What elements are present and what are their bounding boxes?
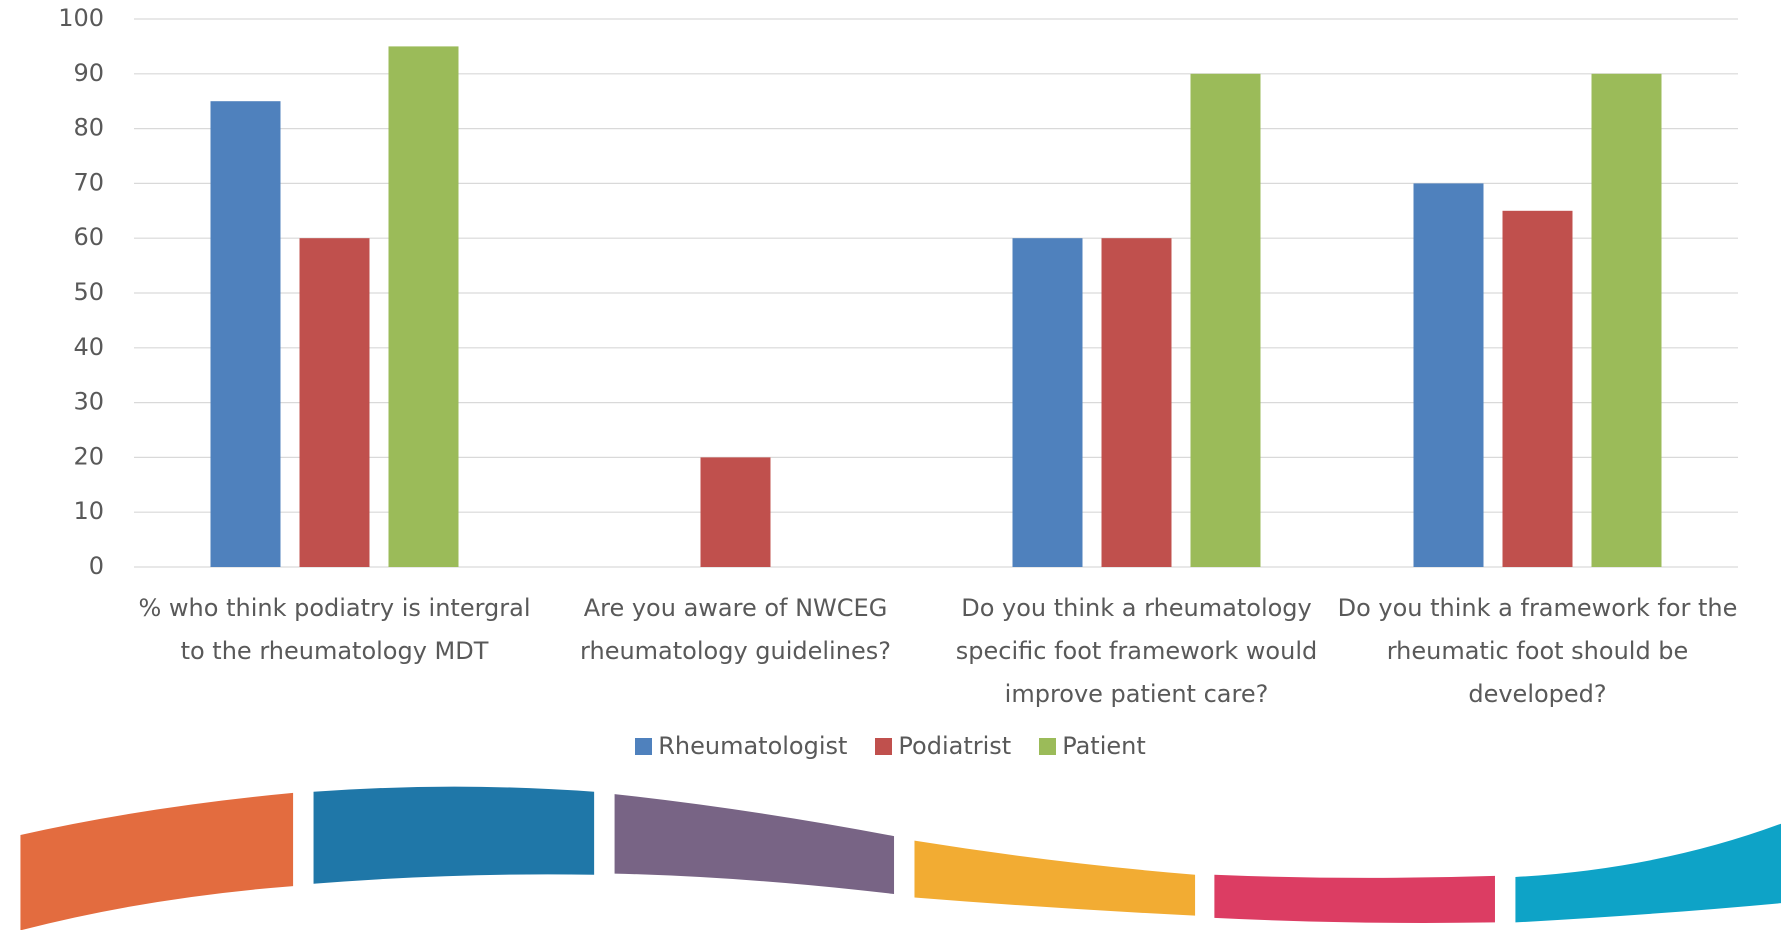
y-tick-label: 70	[73, 168, 104, 196]
decorative-ribbons	[20, 787, 1781, 930]
legend-swatch	[875, 738, 892, 755]
legend-swatch	[1039, 738, 1056, 755]
bar	[300, 238, 370, 567]
legend-label: Rheumatologist	[658, 732, 847, 760]
x-tick-label: Do you think a framework for the rheumat…	[1338, 587, 1738, 716]
y-tick-label: 50	[73, 278, 104, 306]
bar	[1503, 211, 1573, 567]
bar	[1191, 74, 1261, 567]
legend-item: Patient	[1039, 732, 1146, 760]
legend-label: Patient	[1062, 732, 1146, 760]
legend-item: Rheumatologist	[635, 732, 847, 760]
ribbon	[1515, 824, 1781, 923]
x-tick-label: Do you think a rheumatology specific foo…	[937, 587, 1337, 716]
x-tick-label: % who think podiatry is intergral to the…	[135, 587, 535, 673]
y-tick-label: 40	[73, 333, 104, 361]
y-tick-label: 0	[89, 552, 104, 580]
bar	[1414, 183, 1484, 567]
y-tick-label: 20	[73, 442, 104, 470]
legend-item: Podiatrist	[875, 732, 1011, 760]
bar	[211, 101, 281, 567]
y-tick-label: 10	[73, 497, 104, 525]
ribbon	[914, 841, 1195, 916]
x-tick-label: Are you aware of NWCEG rheumatology guid…	[536, 587, 936, 673]
ribbon	[1214, 875, 1495, 923]
bar	[389, 46, 459, 567]
chart: 0 10 20 30 40 50 60 70 80 90 100	[0, 0, 1781, 930]
y-tick-label: 80	[73, 114, 104, 142]
ribbon	[314, 787, 595, 884]
legend-swatch	[635, 738, 652, 755]
y-tick-label: 90	[73, 59, 104, 87]
y-tick-label: 100	[58, 4, 104, 32]
bar	[1013, 238, 1083, 567]
legend-label: Podiatrist	[898, 732, 1011, 760]
bar	[1592, 74, 1662, 567]
y-tick-label: 30	[73, 388, 104, 416]
bar	[1102, 238, 1172, 567]
y-tick-label: 60	[73, 223, 104, 251]
bar	[701, 457, 771, 567]
ribbon	[615, 794, 894, 894]
legend: Rheumatologist Podiatrist Patient	[0, 732, 1781, 760]
page: 0 10 20 30 40 50 60 70 80 90 100 Rheumatologist Pod…	[0, 0, 1781, 930]
ribbon	[20, 793, 293, 930]
